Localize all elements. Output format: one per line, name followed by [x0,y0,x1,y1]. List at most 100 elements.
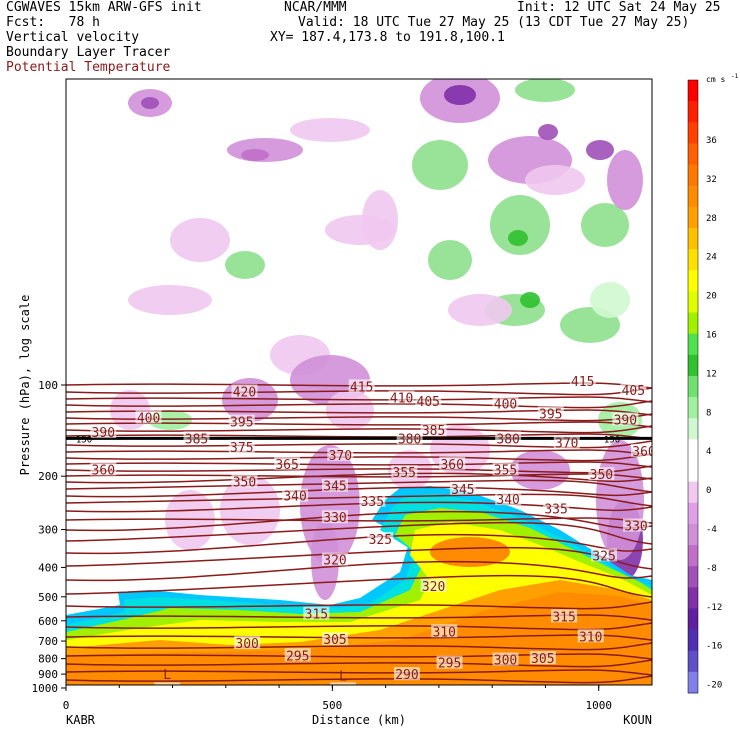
colorbar-swatch [688,608,698,631]
colorbar-tick-label: 28 [706,214,717,224]
colorbar-tick-label: 16 [706,331,717,341]
field-label-theta: Potential Temperature [6,60,171,75]
theta-label: 345 [451,483,474,498]
theta-label: 315 [305,608,328,623]
y-tick-label: 900 [38,668,58,681]
theta-label: 375 [230,441,253,456]
colorbar-swatch [688,143,698,166]
theta-label: 295 [286,649,309,664]
colorbar-swatch [688,227,698,250]
theta-label: 300 [235,637,258,652]
theta-label: 410 [390,392,413,407]
y-tick-label: 700 [38,635,58,648]
theta-label: 325 [592,549,615,564]
colorbar-swatch [688,397,698,419]
y-tick-label: 1000 [32,682,59,695]
theta-label: 390 [614,414,637,429]
colorbar-tick-label: -16 [706,642,722,652]
theta-label: 310 [579,630,602,645]
y-tick-label: 100 [38,379,58,392]
theta-label: 415 [571,375,594,390]
colorbar-tick-label: 0 [706,486,711,496]
colorbar-unit-exponent: -1 [731,73,739,80]
colorbar-tick-label: 4 [706,447,711,457]
theta-label: 405 [622,384,645,399]
colorbar-tick-label: -8 [706,564,717,574]
y-tick-label: 200 [38,470,58,483]
theta-label: 355 [393,466,416,481]
colorbar-tick-label: -20 [706,681,722,691]
init-time: Init: 12 UTC Sat 24 May 25 [517,0,721,15]
y-tick-label: 400 [38,561,58,574]
colorbar-swatch [688,545,698,567]
colorbar-swatch [688,375,698,398]
x-axis-label: Distance (km) [312,713,406,727]
field-label-vertical-velocity: Vertical velocity [6,30,140,45]
colorbar-tick-label: 24 [706,253,717,263]
theta-label: 295 [438,657,461,672]
theta-label: 350 [233,475,256,490]
theta-label: 305 [323,633,346,648]
theta-label: 400 [494,397,517,412]
y-axis-label: Pressure (hPa), log scale [18,295,32,476]
theta-label: 365 [275,458,298,473]
colorbar-tick-label: 12 [706,369,717,379]
colorbar-tick-label: -4 [706,525,717,535]
theta-label: 305 [531,652,554,667]
colorbar-tick-label: 36 [706,136,717,146]
theta-label: 315 [552,610,575,625]
colorbar-swatch [688,502,698,525]
colorbar-tick-label: 8 [706,408,711,418]
colorbar-swatch [688,122,698,144]
colorbar-swatch [688,650,698,673]
colorbar-tick-label: 20 [706,292,717,302]
colorbar-swatch [688,460,698,483]
low-marker: L [163,668,171,683]
colorbar-swatch [688,249,698,271]
colorbar-swatch [688,333,698,356]
colorbar-swatch [688,481,698,504]
theta-label: 420 [233,385,256,400]
colorbar-swatch [688,80,698,102]
colorbar-swatch [688,206,698,229]
y-tick-label: 500 [38,591,58,604]
x-tick-label: 500 [322,699,342,712]
plot-frame [65,78,653,686]
theta-label: 330 [624,520,647,535]
theta-label: 287 [331,683,354,698]
colorbar-unit: cm s [706,75,725,84]
colorbar: cm s -1 36 32 28 24 20 16 12 8 4 0 -4 -8 -12 -16 -20 [687,73,739,694]
theta-label: 320 [323,554,346,569]
theta-label: 380 [496,432,519,447]
tropopause-label: 150 [604,435,620,445]
colorbar-swatch [688,270,698,292]
theta-label: 330 [323,511,346,526]
theta-label: 360 [92,463,115,478]
theta-label: 405 [417,395,440,410]
theta-label: 345 [323,480,346,495]
colorbar-swatch [688,312,698,335]
colorbar-swatch [688,185,698,208]
colorbar-swatch [688,164,698,187]
theta-label: 340 [283,490,306,505]
theta-label: 370 [329,449,352,464]
theta-label: 310 [432,625,455,640]
colorbar-swatch [688,439,698,461]
org-label: NCAR/MMM [284,0,347,15]
colorbar-swatch [688,523,698,546]
theta-label: 300 [494,654,517,669]
y-tick-label: 300 [38,524,58,537]
theta-label: 380 [398,432,421,447]
colorbar-swatch [688,629,698,652]
forecast-hour: Fcst: 78 h [6,15,100,30]
theta-label: 390 [92,426,115,441]
colorbar-swatch [688,101,698,123]
theta-label: 395 [230,416,253,431]
theta-label: 385 [185,432,208,447]
theta-label: 325 [369,533,392,548]
colorbar-swatch [688,566,698,588]
low-marker: L [339,670,347,685]
